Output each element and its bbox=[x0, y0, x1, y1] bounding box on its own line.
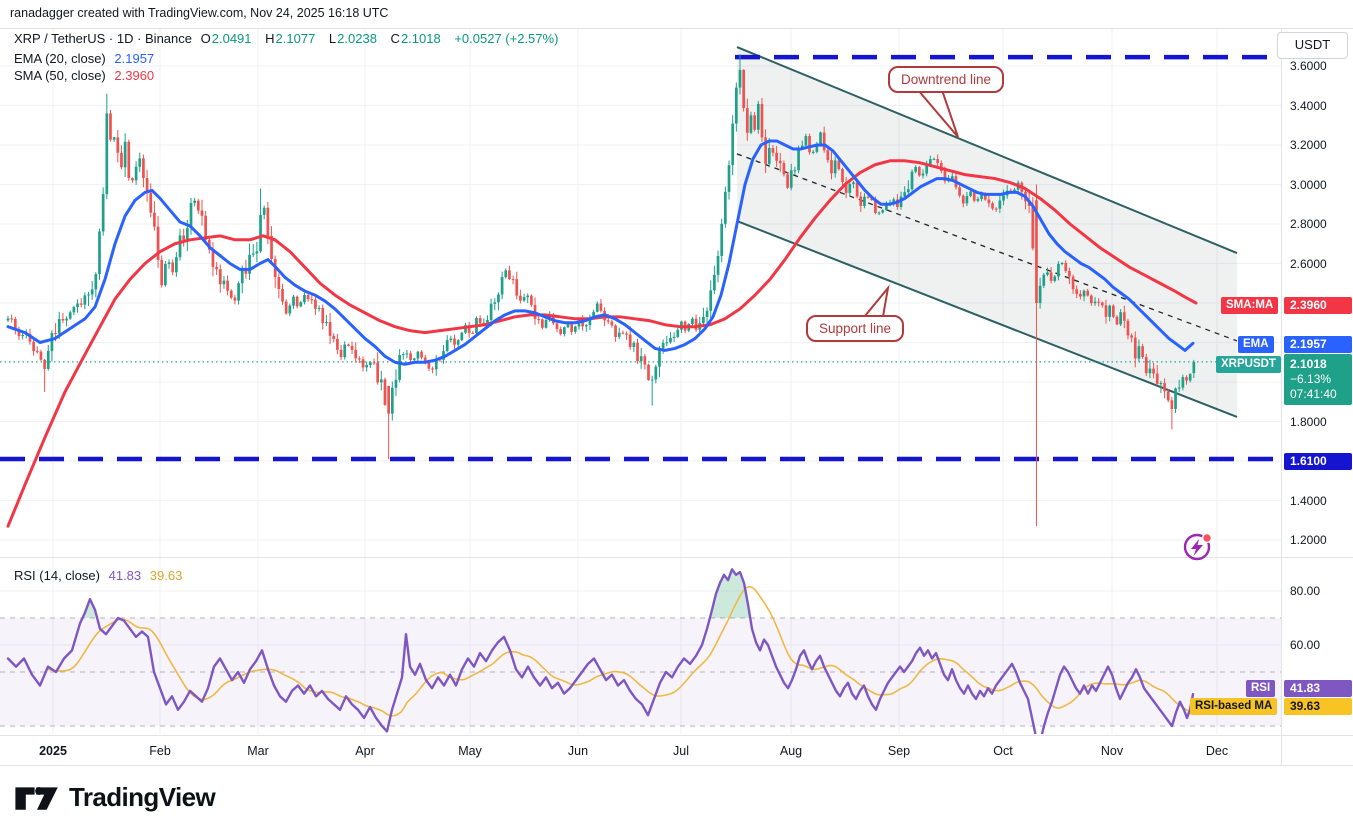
currency-unit-button[interactable]: USDT bbox=[1277, 32, 1348, 59]
ema-value: 2.1957 bbox=[114, 51, 155, 66]
sma-axis-chip: SMA:MA bbox=[1221, 297, 1279, 314]
time-axis-label: May bbox=[458, 744, 482, 758]
chart-bottom-border bbox=[0, 765, 1353, 766]
symbol-title: XRP / TetherUS · 1D · Binance bbox=[14, 31, 192, 46]
sma-label: SMA (50, close) bbox=[14, 68, 106, 83]
ohlc-high: H2.1077 bbox=[265, 31, 316, 46]
price-axis-label: 3.4000 bbox=[1290, 98, 1327, 113]
tradingview-logo-mark bbox=[15, 787, 58, 810]
attribution-text: ranadagger created with TradingView.com,… bbox=[10, 6, 389, 20]
ema-legend-row[interactable]: EMA (20, close) 2.1957 bbox=[14, 51, 159, 66]
ohlc-open: O2.0491 bbox=[200, 31, 252, 46]
sma-value: 2.3960 bbox=[114, 68, 155, 83]
symbol-axis-chip: XRPUSDT bbox=[1216, 356, 1281, 373]
sma-axis-value: 2.3960 bbox=[1284, 297, 1352, 314]
ema-axis-value: 2.1957 bbox=[1284, 336, 1352, 353]
price-axis-label: 1.4000 bbox=[1290, 493, 1327, 508]
time-axis-label: Dec bbox=[1205, 744, 1229, 758]
time-axis-border bbox=[0, 735, 1353, 736]
sma-legend-row[interactable]: SMA (50, close) 2.3960 bbox=[14, 68, 159, 83]
time-axis-label: Sep bbox=[887, 744, 911, 758]
price-axis-border bbox=[1281, 28, 1282, 765]
price-axis-label: 60.00 bbox=[1290, 638, 1321, 652]
price-axis-label: 3.2000 bbox=[1290, 138, 1327, 152]
support-line-callout[interactable]: Support line bbox=[806, 315, 905, 342]
ohlc-close: C2.1018 bbox=[390, 31, 441, 46]
price-axis-label: 3.0000 bbox=[1290, 177, 1327, 192]
last-price-axis-block: 2.1018 −6.13% 07:41:40 bbox=[1284, 354, 1352, 405]
time-axis-label: Mar bbox=[247, 744, 269, 758]
rsi-value: 41.83 bbox=[108, 568, 142, 583]
time-axis-label: Feb bbox=[149, 744, 171, 758]
panel-divider[interactable] bbox=[0, 557, 1353, 558]
ema-axis-chip: EMA bbox=[1238, 336, 1274, 353]
daily-change: +0.0527 (+2.57%) bbox=[454, 31, 559, 46]
time-axis-label: Nov bbox=[1100, 744, 1124, 758]
rsi-axis-value: 41.83 bbox=[1284, 680, 1352, 697]
time-axis-label: 2025 bbox=[39, 744, 67, 758]
time-axis-label: Aug bbox=[779, 744, 803, 758]
time-axis-label: Jul bbox=[673, 744, 689, 758]
rsi-axis-chip: RSI bbox=[1246, 680, 1276, 697]
chart-top-border bbox=[0, 28, 1353, 29]
rsi-legend-row[interactable]: RSI (14, close) 41.83 39.63 bbox=[14, 568, 187, 583]
price-chart-canvas[interactable] bbox=[0, 0, 1281, 765]
last-change: −6.13% bbox=[1290, 372, 1332, 386]
price-axis-label: 2.8000 bbox=[1290, 217, 1327, 231]
last-price: 2.1018 bbox=[1290, 357, 1327, 371]
tradingview-logo-text: TradingView bbox=[69, 781, 216, 812]
support-level-axis-value: 1.6100 bbox=[1284, 453, 1352, 470]
tradingview-logo[interactable]: TradingView bbox=[14, 781, 216, 813]
countdown-timer: 07:41:40 bbox=[1290, 387, 1337, 401]
time-axis-label: Jun bbox=[567, 744, 589, 758]
price-axis-label: 2.6000 bbox=[1290, 256, 1327, 271]
rsi-ma-axis-value: 39.63 bbox=[1284, 698, 1352, 715]
price-axis-label: 80.00 bbox=[1290, 584, 1321, 598]
time-axis-label: Oct bbox=[993, 744, 1013, 758]
ema-label: EMA (20, close) bbox=[14, 51, 106, 66]
rsi-label: RSI (14, close) bbox=[14, 568, 100, 583]
downtrend-line-callout[interactable]: Downtrend line bbox=[888, 66, 1005, 93]
lightning-icon[interactable] bbox=[1181, 530, 1215, 564]
price-axis-label: 1.8000 bbox=[1290, 414, 1327, 429]
symbol-legend-row[interactable]: XRP / TetherUS · 1D · Binance O2.0491 H2… bbox=[14, 31, 563, 46]
time-axis-label: Apr bbox=[355, 744, 375, 758]
price-axis-label: 3.6000 bbox=[1290, 59, 1327, 73]
rsi-ma-axis-chip: RSI-based MA bbox=[1190, 698, 1278, 715]
price-axis-label: 1.2000 bbox=[1290, 533, 1327, 547]
ohlc-low: L2.0238 bbox=[328, 31, 377, 46]
rsi-ma-value: 39.63 bbox=[149, 568, 183, 583]
